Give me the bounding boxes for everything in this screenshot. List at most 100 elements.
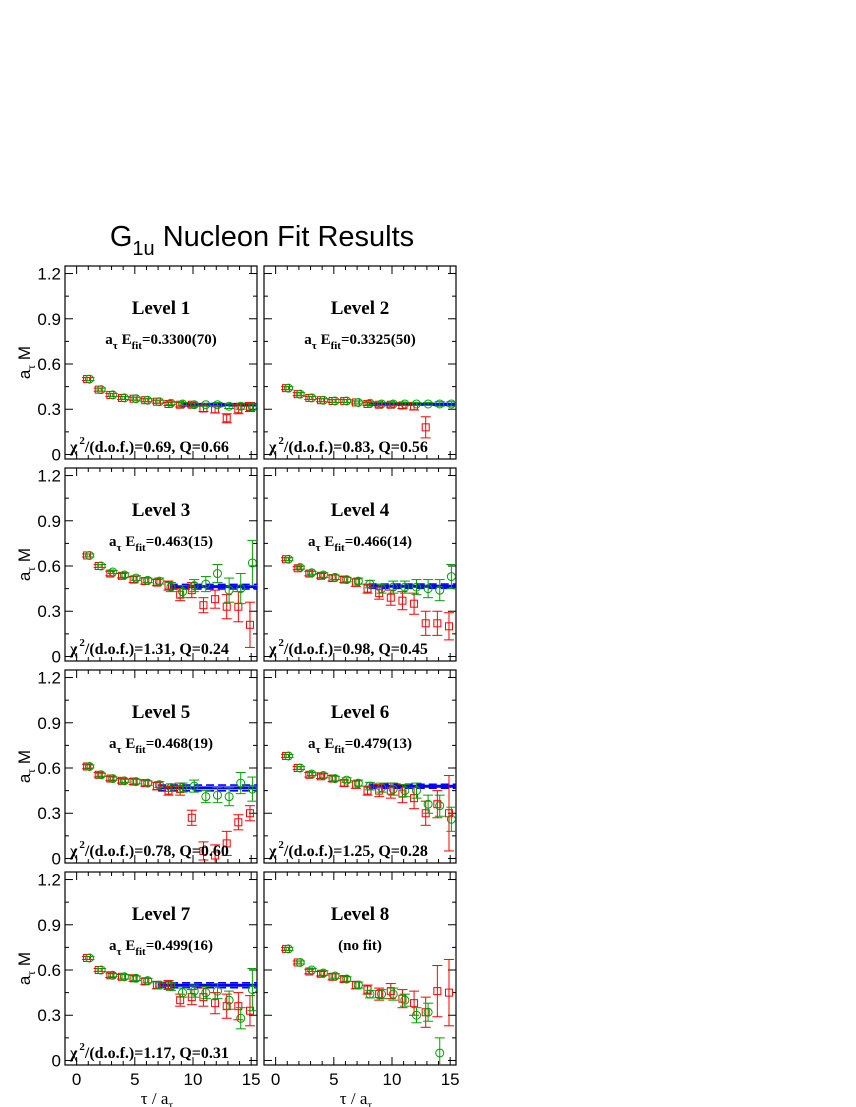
x-tick-label: 0 — [72, 1070, 81, 1089]
chi-square-label: χ 2/(d.o.f.)=0.83, Q=0.56 — [268, 435, 428, 456]
data-point-circle — [365, 781, 375, 791]
data-point-circle — [224, 401, 234, 411]
data-point-circle — [295, 563, 305, 573]
panel-title: Level 6 — [331, 702, 390, 723]
data-point-circle — [236, 401, 246, 411]
data-point-circle — [423, 799, 433, 809]
panel-grid: 0 0.3 0.6 0.9 1.2 Level 1 aτ Efit=0.3300(70) χ 2… — [15, 265, 460, 1107]
data-point-circle — [247, 985, 257, 995]
panel-frame — [64, 265, 258, 460]
data-point-circle — [201, 400, 211, 410]
data-point-circle — [423, 1007, 433, 1017]
data-point-circle — [307, 769, 317, 779]
data-point-circle — [365, 989, 375, 999]
y-tick-label: 0.3 — [37, 400, 61, 419]
data-point-circle — [307, 393, 317, 403]
data-point-circle — [283, 944, 293, 954]
x-tick-label: 0 — [271, 1070, 280, 1089]
data-point-circle — [411, 399, 421, 409]
data-point-circle — [342, 396, 352, 406]
data-point-square — [398, 596, 407, 605]
data-point-circle — [342, 575, 352, 585]
data-point-circle — [423, 399, 433, 409]
y-tick-label: 0 — [52, 647, 61, 666]
x-tick-label: 5 — [329, 1070, 338, 1089]
data-point-square — [211, 595, 220, 604]
y-tick-label: 0 — [52, 1051, 61, 1070]
data-point-square — [211, 851, 220, 860]
chi-square-label: χ 2/(d.o.f.)=1.31, Q=0.24 — [69, 637, 229, 658]
data-point-circle — [119, 972, 129, 982]
data-point-square — [199, 846, 208, 855]
data-point-circle — [330, 572, 340, 582]
data-point-square — [222, 602, 231, 611]
data-point-circle — [212, 986, 222, 996]
data-point-circle — [307, 568, 317, 578]
y-tick-label: 0.6 — [37, 759, 61, 778]
data-point-square — [234, 1002, 243, 1011]
data-point-circle — [96, 561, 106, 571]
data-point-square — [187, 813, 196, 822]
data-point-square — [421, 619, 430, 628]
data-point-circle — [435, 585, 445, 595]
data-point-circle — [377, 989, 387, 999]
fit-energy-label: aτ Efit=0.468(19) — [109, 736, 213, 756]
data-point-circle — [330, 971, 340, 981]
data-point-square — [222, 839, 231, 848]
chi-square-label: χ 2/(d.o.f.)=0.98, Q=0.45 — [268, 637, 428, 658]
plot-area — [82, 539, 257, 648]
data-point-square — [176, 400, 185, 409]
figure-title: G1u Nucleon Fit Results — [110, 221, 414, 260]
y-tick-label: 1.2 — [37, 265, 61, 284]
data-point-circle — [201, 792, 211, 802]
data-point-circle — [143, 976, 153, 986]
data-point-circle — [388, 784, 398, 794]
data-point-circle — [435, 399, 445, 409]
data-point-square — [164, 981, 173, 990]
data-point-square — [444, 988, 453, 997]
data-point-circle — [400, 582, 410, 592]
data-point-circle — [96, 385, 106, 395]
data-point-circle — [96, 770, 106, 780]
plot-area — [281, 944, 454, 1065]
x-tick-label: 15 — [441, 1070, 460, 1089]
fit-energy-label: aτ Efit=0.463(15) — [109, 534, 213, 554]
y-tick-label: 0.3 — [37, 602, 61, 621]
data-point-circle — [119, 776, 129, 786]
data-point-circle — [189, 400, 199, 410]
data-point-square — [444, 622, 453, 631]
data-point-square — [433, 619, 442, 628]
data-point-square — [398, 994, 407, 1003]
data-point-circle — [178, 988, 188, 998]
data-point-square — [351, 578, 360, 587]
panel-frame — [64, 467, 258, 662]
data-point-circle — [330, 774, 340, 784]
data-point-circle — [283, 554, 293, 564]
data-point-square — [433, 800, 442, 809]
data-point-circle — [166, 982, 176, 992]
data-point-circle — [201, 579, 211, 589]
y-tick-label: 0 — [52, 849, 61, 868]
data-point-circle — [189, 781, 199, 791]
fit-energy-label: aτ Efit=0.479(13) — [308, 736, 412, 756]
data-point-circle — [108, 774, 118, 784]
data-point-circle — [435, 801, 445, 811]
data-point-circle — [318, 395, 328, 405]
data-point-circle — [247, 558, 257, 568]
data-point-square — [363, 985, 372, 994]
data-point-circle — [178, 399, 188, 409]
panel-title: Level 2 — [331, 298, 390, 319]
data-point-circle — [108, 567, 118, 577]
data-point-square — [386, 593, 395, 602]
data-point-circle — [84, 762, 94, 771]
data-point-square — [375, 786, 384, 795]
data-point-circle — [411, 786, 421, 796]
panel-frame — [263, 669, 457, 864]
panel-level-3: 0 0.3 0.6 0.9 1.2 Level 3 aτ Efit=0.463(15) χ 2/… — [15, 467, 258, 666]
y-tick-label: 1.2 — [37, 871, 61, 890]
data-point-circle — [365, 579, 375, 589]
data-point-circle — [84, 374, 94, 384]
data-point-circle — [318, 570, 328, 580]
data-point-circle — [84, 953, 94, 963]
panel-level-4: Level 4 aτ Efit=0.466(14) χ 2/(d.o.f.)=0.98… — [263, 467, 457, 662]
